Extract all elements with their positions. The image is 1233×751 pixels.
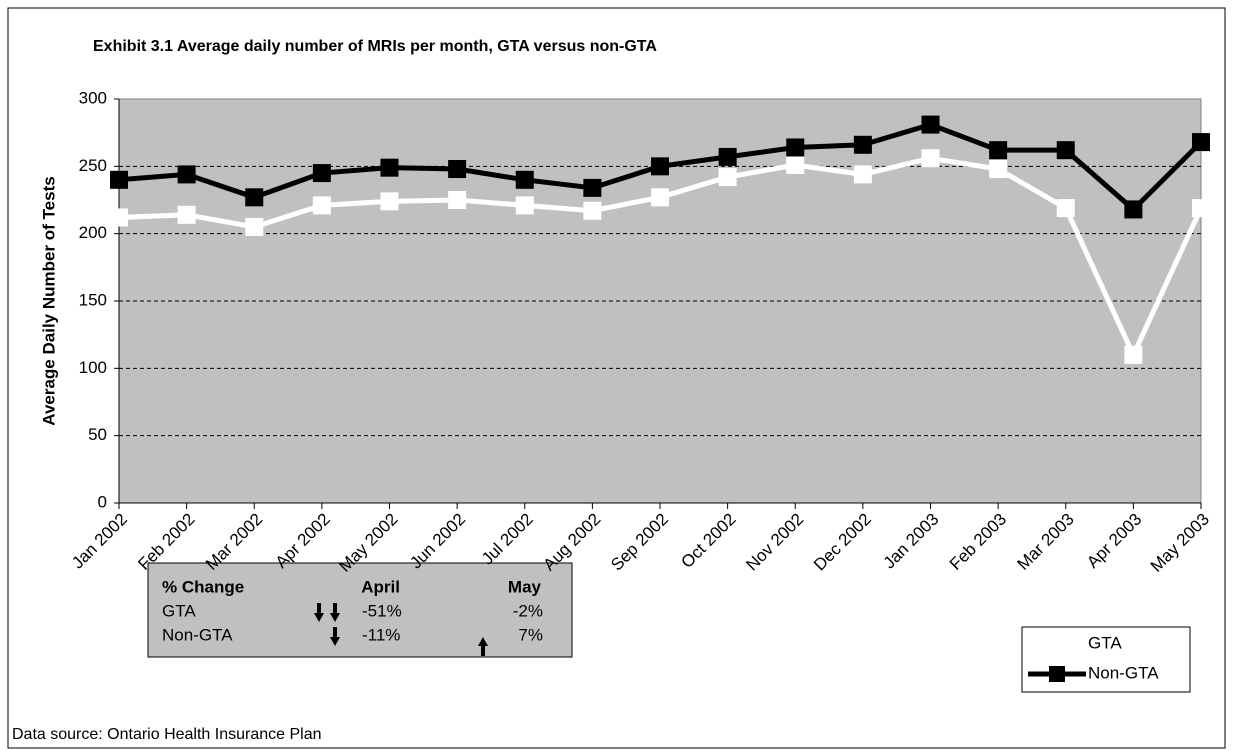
- table-cell: -11%: [362, 625, 400, 644]
- marker: [921, 149, 940, 168]
- y-tick-label: 150: [79, 290, 107, 309]
- y-tick-label: 250: [79, 156, 107, 175]
- marker: [786, 155, 805, 174]
- marker: [245, 217, 264, 236]
- up-arrow: [478, 637, 488, 656]
- marker: [110, 208, 128, 227]
- y-tick-label: 300: [79, 88, 107, 107]
- marker: [1056, 141, 1075, 160]
- marker: [1124, 200, 1143, 219]
- table-cell: Non-GTA: [162, 625, 233, 644]
- marker: [651, 157, 669, 176]
- table-header: May: [508, 577, 542, 596]
- y-tick-label: 50: [88, 425, 107, 444]
- marker: [718, 147, 737, 166]
- marker: [853, 165, 872, 184]
- marker: [515, 170, 534, 189]
- legend-label: Non-GTA: [1088, 663, 1159, 682]
- marker: [989, 141, 1008, 160]
- marker: [1192, 199, 1210, 218]
- marker: [312, 196, 331, 215]
- table-header: % Change: [162, 577, 244, 596]
- marker: [380, 192, 399, 211]
- legend-marker: [1049, 636, 1065, 652]
- marker: [1056, 199, 1075, 218]
- y-tick-label: 100: [79, 358, 107, 377]
- marker: [583, 178, 602, 197]
- legend-marker: [1049, 666, 1065, 682]
- marker: [245, 188, 264, 207]
- marker: [448, 191, 467, 209]
- y-tick-label: 0: [98, 492, 107, 511]
- marker: [110, 170, 128, 189]
- y-axis-label: Average Daily Number of Tests: [39, 176, 58, 425]
- marker: [853, 135, 872, 154]
- change-table: % Change April May GTA -51% -2% Non-GTA …: [147, 562, 573, 658]
- table-cell: -2%: [513, 601, 543, 620]
- marker: [989, 160, 1008, 179]
- marker: [921, 115, 940, 134]
- footer: Data source: Ontario Health Insurance Pl…: [12, 726, 322, 743]
- marker: [448, 160, 467, 179]
- table-cell: 7%: [518, 625, 543, 644]
- down-arrow: [314, 603, 324, 622]
- table-cell: GTA: [162, 601, 196, 620]
- table-header: April: [361, 577, 400, 596]
- down-arrow: [330, 603, 340, 622]
- down-arrow: [330, 627, 340, 646]
- y-tick-label: 200: [79, 223, 107, 242]
- marker: [583, 201, 602, 220]
- marker: [515, 196, 534, 215]
- marker: [380, 158, 399, 177]
- table-box: [147, 562, 573, 658]
- table-cell: -51%: [362, 601, 402, 620]
- marker: [651, 188, 669, 207]
- chart-title: Exhibit 3.1 Average daily number of MRIs…: [93, 38, 657, 55]
- legend-label: GTA: [1088, 633, 1122, 652]
- marker: [718, 168, 737, 187]
- marker: [177, 205, 196, 224]
- marker: [177, 165, 196, 184]
- marker: [1192, 133, 1210, 152]
- marker: [1124, 345, 1143, 364]
- marker: [786, 138, 805, 157]
- marker: [312, 164, 331, 183]
